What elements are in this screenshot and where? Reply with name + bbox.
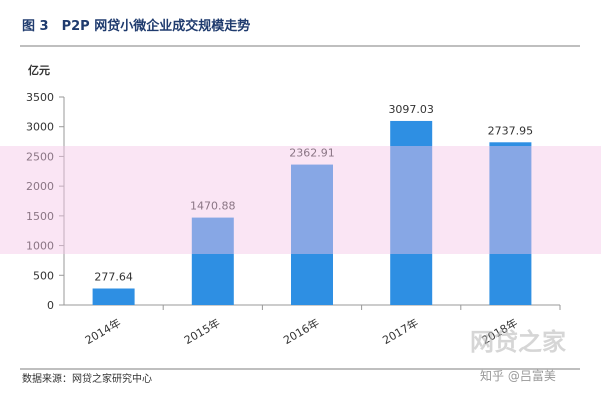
value-label: 2737.95 <box>488 124 534 137</box>
overlay-band <box>0 146 601 254</box>
y-tick-label: 2500 <box>26 150 54 163</box>
value-label: 1470.88 <box>190 200 236 213</box>
y-tick-label: 0 <box>47 299 54 312</box>
value-label: 2362.91 <box>289 147 335 160</box>
y-tick-label: 500 <box>33 269 54 282</box>
value-label: 277.64 <box>94 271 133 284</box>
bar <box>191 217 234 305</box>
x-tick-label: 2017年 <box>380 315 421 347</box>
bar <box>390 120 433 305</box>
y-tick-label: 1500 <box>26 210 54 223</box>
bar <box>291 164 333 305</box>
y-tick-label: 3000 <box>26 121 54 134</box>
source-note: 数据来源：网贷之家研究中心 <box>22 372 152 385</box>
y-axis-label: 亿元 <box>28 63 50 77</box>
watermark: 知乎 @吕富美 <box>480 368 556 383</box>
logo-watermark: 网贷之家 <box>470 328 566 356</box>
bar <box>489 142 532 305</box>
x-tick-label: 2015年 <box>182 315 223 347</box>
y-tick-label: 2000 <box>26 180 54 193</box>
x-tick-label: 2014年 <box>82 315 123 347</box>
bar <box>92 288 135 305</box>
y-tick-label: 1000 <box>26 240 54 253</box>
x-tick-label: 2016年 <box>281 315 322 347</box>
chart-title: 图 3 P2P 网贷小微企业成交规模走势 <box>22 18 250 34</box>
value-label: 3097.03 <box>388 103 434 116</box>
y-tick-label: 3500 <box>26 91 54 104</box>
